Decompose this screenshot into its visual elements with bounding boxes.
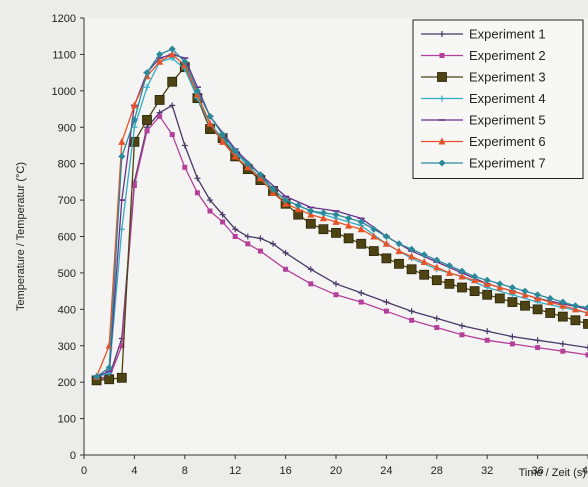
y-tick-label: 900 bbox=[58, 122, 76, 134]
data-point bbox=[407, 265, 416, 274]
x-tick-label: 32 bbox=[481, 465, 493, 477]
data-point bbox=[233, 234, 238, 239]
legend-marker bbox=[438, 73, 447, 82]
data-point bbox=[220, 219, 225, 224]
data-point bbox=[420, 270, 429, 279]
y-tick-label: 400 bbox=[58, 304, 76, 316]
y-tick-label: 1000 bbox=[52, 86, 76, 98]
y-tick-label: 1100 bbox=[52, 49, 76, 61]
data-point bbox=[283, 267, 288, 272]
y-tick-label: 200 bbox=[58, 377, 76, 389]
data-point bbox=[395, 259, 404, 268]
data-point bbox=[369, 247, 378, 256]
data-point bbox=[258, 249, 263, 254]
data-point bbox=[359, 300, 364, 305]
data-point bbox=[558, 312, 567, 321]
y-tick-label: 300 bbox=[58, 341, 76, 353]
x-tick-label: 8 bbox=[182, 465, 188, 477]
data-point bbox=[521, 301, 530, 310]
legend-label: Experiment 6 bbox=[469, 134, 546, 149]
data-point bbox=[168, 77, 177, 86]
data-point bbox=[145, 128, 150, 133]
data-point bbox=[306, 219, 315, 228]
data-point bbox=[571, 316, 580, 325]
data-point bbox=[533, 305, 542, 314]
data-point bbox=[182, 165, 187, 170]
x-tick-label: 16 bbox=[279, 465, 291, 477]
data-point bbox=[485, 338, 490, 343]
data-point bbox=[143, 115, 152, 124]
data-point bbox=[195, 190, 200, 195]
x-tick-label: 12 bbox=[229, 465, 241, 477]
data-point bbox=[334, 292, 339, 297]
legend-label: Experiment 1 bbox=[469, 27, 546, 42]
data-point bbox=[432, 276, 441, 285]
data-point bbox=[384, 309, 389, 314]
legend-label: Experiment 7 bbox=[469, 156, 546, 171]
data-point bbox=[332, 228, 341, 237]
data-point bbox=[344, 234, 353, 243]
y-tick-label: 500 bbox=[58, 268, 76, 280]
data-point bbox=[409, 318, 414, 323]
data-point bbox=[508, 298, 517, 307]
data-point bbox=[434, 325, 439, 330]
data-point bbox=[319, 225, 328, 234]
x-tick-label: 28 bbox=[431, 465, 443, 477]
data-point bbox=[584, 319, 588, 328]
y-tick-label: 700 bbox=[58, 195, 76, 207]
data-point bbox=[208, 209, 213, 214]
y-axis-label: Temperature / Temperatur (°C) bbox=[15, 162, 27, 311]
data-point bbox=[458, 283, 467, 292]
data-point bbox=[546, 308, 555, 317]
data-point bbox=[117, 373, 126, 382]
data-point bbox=[495, 294, 504, 303]
data-point bbox=[155, 95, 164, 104]
x-axis-label: Time / Zeit (s) bbox=[519, 467, 586, 479]
y-tick-label: 600 bbox=[58, 232, 76, 244]
y-tick-label: 100 bbox=[58, 414, 76, 426]
data-point bbox=[560, 349, 565, 354]
data-point bbox=[130, 137, 139, 146]
y-tick-label: 1200 bbox=[52, 13, 76, 25]
x-tick-label: 20 bbox=[330, 465, 342, 477]
x-tick-label: 0 bbox=[81, 465, 87, 477]
x-tick-label: 4 bbox=[131, 465, 137, 477]
data-point bbox=[157, 114, 162, 119]
legend-label: Experiment 2 bbox=[469, 48, 546, 63]
legend-label: Experiment 4 bbox=[469, 91, 546, 106]
x-tick-label: 24 bbox=[380, 465, 392, 477]
data-point bbox=[445, 279, 454, 288]
legend-marker bbox=[440, 53, 445, 58]
legend-label: Experiment 3 bbox=[469, 70, 546, 85]
data-point bbox=[308, 281, 313, 286]
data-point bbox=[483, 290, 492, 299]
legend: Experiment 1 Experiment 2 Experiment 3 Expe… bbox=[413, 20, 583, 179]
data-point bbox=[170, 132, 175, 137]
legend-label: Experiment 5 bbox=[469, 113, 546, 128]
data-point bbox=[245, 241, 250, 246]
y-tick-label: 800 bbox=[58, 159, 76, 171]
data-point bbox=[105, 375, 114, 384]
data-point bbox=[382, 254, 391, 263]
data-point bbox=[460, 332, 465, 337]
data-point bbox=[357, 239, 366, 248]
data-point bbox=[470, 287, 479, 296]
data-point bbox=[535, 345, 540, 350]
y-tick-label: 0 bbox=[70, 450, 76, 462]
data-point bbox=[510, 341, 515, 346]
